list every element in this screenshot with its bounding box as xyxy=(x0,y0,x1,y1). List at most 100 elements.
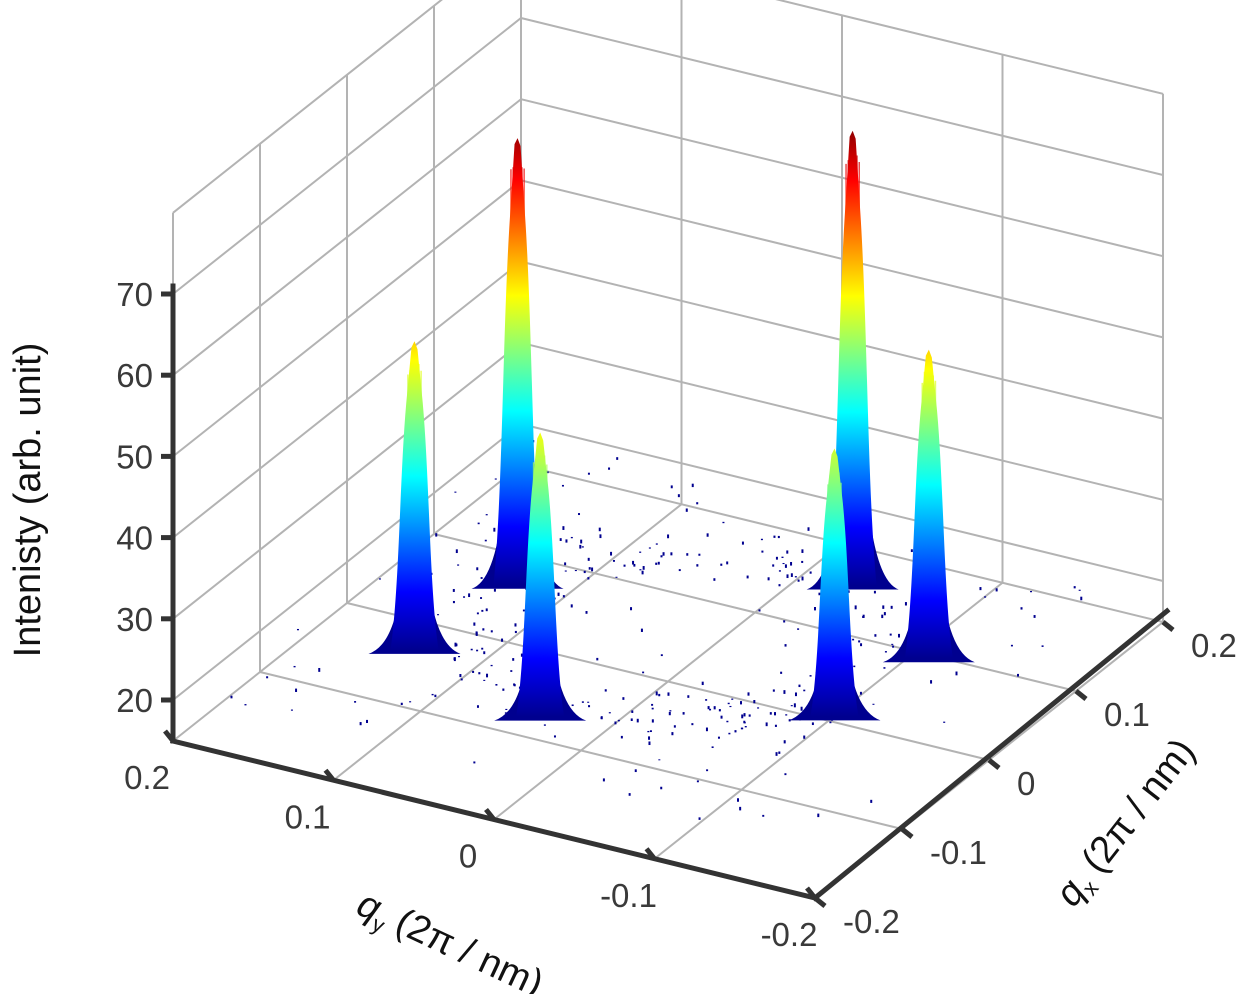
noise-point xyxy=(784,773,787,776)
noise-point xyxy=(773,535,776,538)
noise-point xyxy=(502,688,505,691)
noise-point xyxy=(437,614,440,616)
noise-point xyxy=(580,539,583,544)
noise-point xyxy=(565,539,568,543)
noise-point xyxy=(463,596,466,598)
y-tick-mark xyxy=(805,886,817,900)
noise-point xyxy=(797,579,800,582)
noise-point xyxy=(686,553,689,556)
noise-point xyxy=(457,564,460,566)
noise-point xyxy=(862,614,865,618)
peaks xyxy=(368,130,975,721)
y-tick-label: 0.1 xyxy=(285,798,331,835)
noise-point xyxy=(623,564,626,567)
noise-point xyxy=(476,705,479,708)
x-tick-mark xyxy=(900,827,914,839)
noise-point xyxy=(478,672,481,675)
noise-point xyxy=(660,555,663,558)
noise-point xyxy=(454,642,457,647)
noise-point xyxy=(481,609,484,612)
noise-point xyxy=(620,735,623,739)
noise-point xyxy=(713,578,716,581)
noise-point xyxy=(655,562,658,565)
noise-point xyxy=(583,570,586,574)
y-tick-label: 0 xyxy=(459,838,477,875)
noise-point xyxy=(807,527,810,531)
noise-point xyxy=(783,740,786,744)
noise-point xyxy=(673,725,676,728)
noise-point xyxy=(493,527,496,532)
noise-point xyxy=(1033,615,1036,618)
noise-point xyxy=(564,570,567,572)
noise-point xyxy=(803,735,806,739)
x-tick-mark xyxy=(1161,620,1175,632)
noise-point xyxy=(452,600,455,604)
noise-point xyxy=(473,761,476,764)
x-tick-label: 0 xyxy=(1017,765,1035,802)
wall-grid-line xyxy=(172,260,1164,539)
noise-point xyxy=(734,730,737,733)
noise-point xyxy=(651,703,654,706)
noise-point xyxy=(746,575,749,579)
noise-point xyxy=(984,596,987,598)
noise-point xyxy=(648,741,651,746)
noise-point xyxy=(995,588,998,592)
noise-point xyxy=(682,712,685,715)
noise-point xyxy=(870,799,873,803)
noise-point xyxy=(514,630,517,634)
noise-point xyxy=(892,645,895,648)
noise-point xyxy=(709,708,712,711)
wall-grid-line xyxy=(172,16,1164,295)
noise-point xyxy=(564,562,567,566)
noise-point xyxy=(460,678,463,681)
noise-point xyxy=(1020,607,1023,610)
noise-point xyxy=(578,513,581,516)
noise-point xyxy=(775,752,778,756)
noise-point xyxy=(543,724,546,726)
noise-point xyxy=(670,485,673,489)
y-tick-mark xyxy=(484,807,496,822)
noise-point xyxy=(741,541,744,545)
peak xyxy=(788,448,881,721)
noise-point xyxy=(559,538,562,541)
noise-point xyxy=(720,715,723,719)
noise-point xyxy=(458,655,461,658)
noise-point xyxy=(293,665,296,668)
peak xyxy=(368,341,461,654)
noise-point xyxy=(955,671,958,676)
noise-point xyxy=(494,478,497,480)
z-tick-label: 40 xyxy=(116,520,153,557)
noise-point xyxy=(480,577,483,579)
noise-point xyxy=(782,562,785,565)
noise-point xyxy=(493,588,496,592)
noise-point xyxy=(814,607,817,611)
y-tick-label: -0.2 xyxy=(761,916,818,953)
noise-point xyxy=(608,467,611,470)
noise-point xyxy=(1080,596,1083,601)
noise-point xyxy=(640,628,643,632)
noise-point xyxy=(705,727,708,732)
y-axis-title: qy (2π / nm) xyxy=(349,883,550,994)
noise-point xyxy=(501,638,504,642)
noise-point xyxy=(671,732,674,736)
noise-point xyxy=(610,551,613,556)
noise-point xyxy=(797,628,800,630)
noise-point xyxy=(587,577,590,580)
noise-point xyxy=(482,628,485,631)
noise-point xyxy=(514,623,517,627)
noise-point xyxy=(793,703,796,708)
noise-point xyxy=(435,533,438,537)
noise-point xyxy=(818,592,821,596)
noise-point xyxy=(490,630,493,633)
noise-point xyxy=(480,597,483,599)
noise-point xyxy=(628,793,631,796)
noise-point xyxy=(736,798,739,802)
noise-point xyxy=(717,736,720,739)
noise-point xyxy=(1030,591,1033,593)
noise-point xyxy=(767,577,770,581)
noise-point xyxy=(473,622,476,626)
x-axis-title: qx (2π / nm) xyxy=(1047,731,1206,917)
noise-point xyxy=(486,673,489,678)
noise-point xyxy=(522,609,525,612)
